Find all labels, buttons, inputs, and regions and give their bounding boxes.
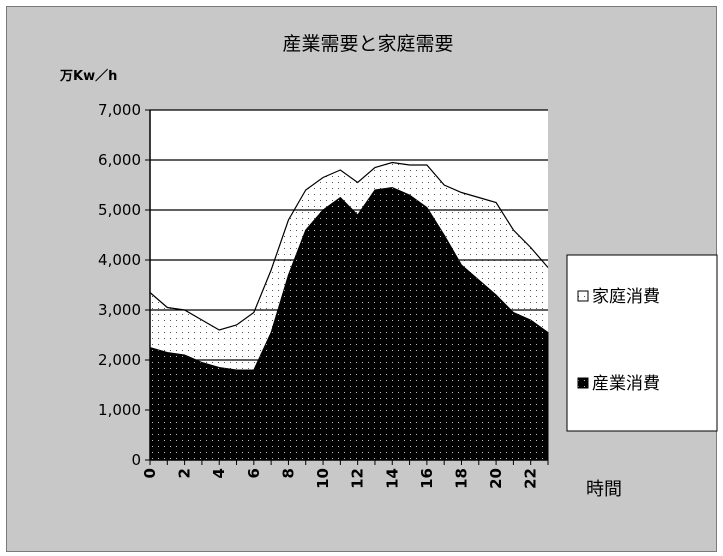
legend-label-industrial: 産業消費 [592, 374, 660, 394]
x-tick-label: 10 [314, 468, 332, 489]
y-tick-label: 7,000 [98, 101, 141, 119]
x-tick-label: 0 [141, 468, 159, 478]
x-tick-label: 12 [349, 468, 367, 489]
x-tick-label: 16 [418, 468, 436, 489]
x-tick-label: 14 [383, 468, 401, 489]
x-tick-label: 4 [210, 468, 228, 478]
y-tick-label: 5,000 [98, 201, 141, 219]
legend-label-household: 家庭消費 [592, 287, 660, 307]
y-tick-label: 3,000 [98, 301, 141, 319]
legend: 家庭消費 産業消費 [566, 254, 718, 432]
legend-box [566, 254, 718, 432]
y-tick-label: 6,000 [98, 151, 141, 169]
series-line-household [149, 161, 549, 331]
y-tick-label: 1,000 [98, 401, 141, 419]
chart-title: 産業需要と家庭需要 [282, 33, 453, 55]
y-tick-label: 2,000 [98, 351, 141, 369]
x-axis-label: 時間 [586, 479, 622, 500]
y-tick-label: 4,000 [98, 251, 141, 269]
x-tick-label: 6 [245, 468, 263, 478]
series-area-industrial [149, 186, 549, 461]
series-area-household [150, 162, 548, 370]
x-tick-label: 20 [487, 468, 505, 489]
x-tick-label: 2 [176, 468, 194, 478]
x-tick-label: 8 [279, 468, 297, 478]
x-tick-label: 18 [452, 468, 470, 489]
legend-swatch-industrial [577, 377, 589, 389]
y-unit-label: 万Kw／h [59, 68, 117, 84]
y-tick-label: 0 [131, 451, 141, 469]
legend-swatch-household [577, 290, 589, 302]
plot-area: 0 1,000 2,000 3,000 4,000 5,000 6,000 7,000 0 2 4 6… [98, 101, 549, 489]
x-tick-label: 22 [522, 468, 540, 489]
